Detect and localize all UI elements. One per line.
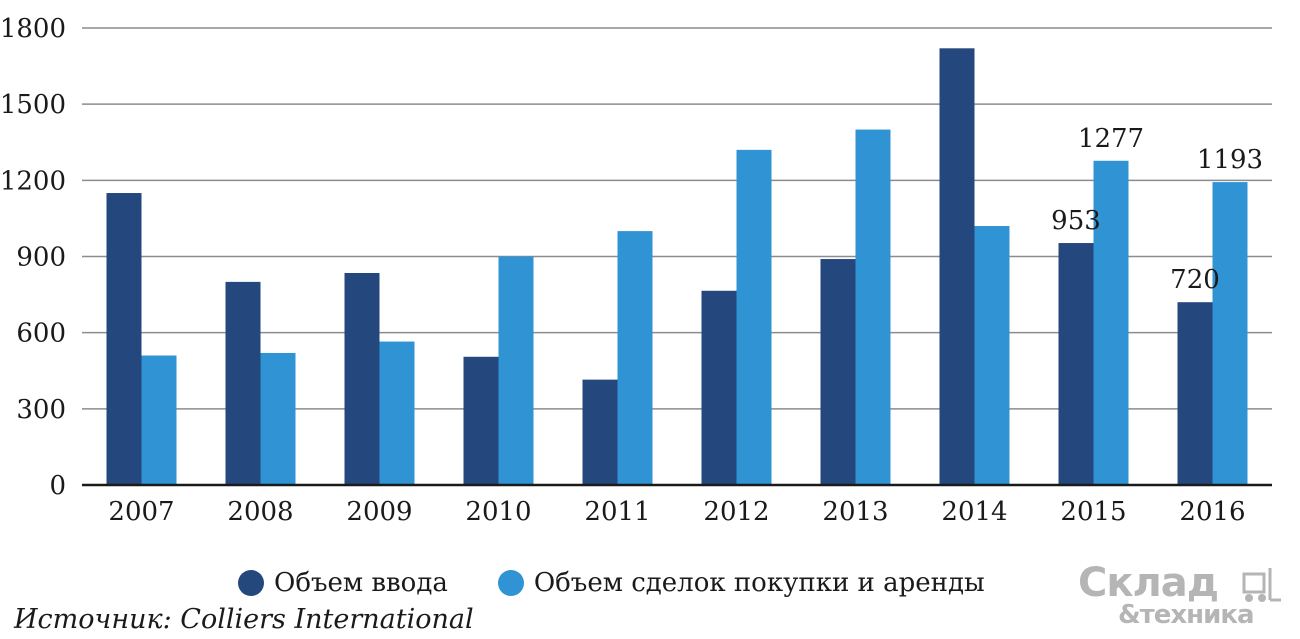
- bar: [498, 256, 534, 485]
- y-tick-label: 1500: [0, 90, 66, 120]
- y-tick-label: 300: [16, 395, 66, 425]
- x-tick-label: 2013: [822, 497, 888, 527]
- bars: [106, 48, 1248, 486]
- x-tick-label: 2016: [1179, 497, 1245, 527]
- bar: [582, 379, 618, 485]
- data-label: 1277: [1078, 124, 1144, 154]
- legend-swatch-light: [497, 570, 524, 596]
- legend: Объем ввода Объем сделок покупки и аренд…: [238, 568, 1035, 598]
- legend-item-input: Объем ввода: [238, 568, 448, 598]
- sklad-tehnika-logo: Склад &техника: [1072, 560, 1282, 634]
- bar: [939, 48, 975, 486]
- x-axis: 2007 2008 2009 2010 2011 2012 2013 2014 2015 2016: [82, 483, 1272, 527]
- logo-text-bottom: &техника: [1118, 600, 1255, 630]
- y-tick-label: 0: [49, 471, 66, 501]
- bar: [379, 341, 415, 485]
- y-tick-label: 1200: [0, 166, 66, 196]
- bar: [260, 352, 296, 485]
- legend-swatch-dark: [238, 570, 264, 596]
- x-tick-label: 2009: [346, 497, 412, 527]
- x-tick-label: 2012: [703, 497, 769, 527]
- bar: [344, 273, 380, 485]
- bar: [617, 231, 653, 485]
- data-label: 953: [1051, 206, 1101, 236]
- bar: [701, 290, 737, 485]
- bar: [225, 281, 261, 485]
- bar: [855, 129, 891, 486]
- y-tick-label: 900: [16, 243, 66, 273]
- bar: [106, 193, 142, 485]
- data-labels: 953 1277 720 1193: [1051, 124, 1263, 295]
- x-tick-label: 2011: [584, 497, 650, 527]
- bar: [1058, 243, 1094, 485]
- legend-item-deals: Объем сделок покупки и аренды: [497, 568, 985, 598]
- bar: [1212, 182, 1248, 486]
- x-tick-label: 2010: [465, 497, 531, 527]
- legend-label: Объем ввода: [274, 568, 448, 598]
- bar: [1093, 160, 1129, 486]
- data-label: 720: [1170, 265, 1220, 295]
- x-tick-label: 2008: [227, 497, 293, 527]
- bar: [974, 226, 1010, 486]
- y-axis: 0 300 600 900 1200 1500 1800: [0, 14, 66, 501]
- data-label: 1193: [1197, 145, 1263, 175]
- bar: [736, 149, 772, 485]
- bar: [1177, 302, 1213, 485]
- x-tick-label: 2015: [1060, 497, 1126, 527]
- logo-text-top: Склад: [1078, 560, 1219, 606]
- y-tick-label: 1800: [0, 14, 66, 44]
- legend-label: Объем сделок покупки и аренды: [533, 568, 985, 598]
- source-note: Источник: Colliers International: [14, 604, 474, 635]
- bar: [141, 355, 177, 485]
- x-tick-label: 2007: [108, 497, 174, 527]
- forklift-icon: [1242, 568, 1281, 602]
- x-tick-label: 2014: [941, 497, 1007, 527]
- y-tick-label: 600: [16, 319, 66, 349]
- bar: [463, 356, 499, 485]
- bar: [820, 259, 856, 485]
